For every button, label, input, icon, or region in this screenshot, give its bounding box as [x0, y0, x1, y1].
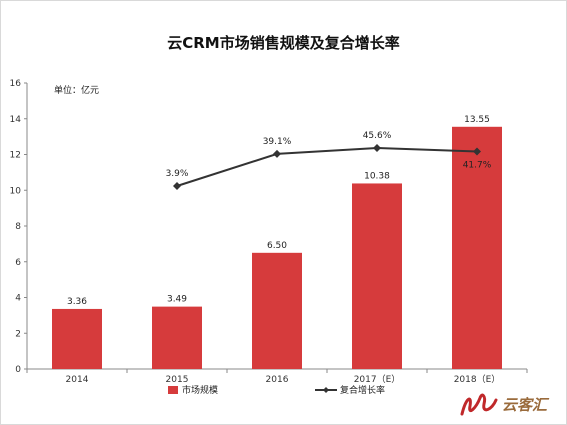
- bar: [352, 183, 402, 369]
- legend-label-bar: 市场规模: [182, 384, 218, 396]
- legend-swatch-marker: [323, 387, 329, 393]
- bar: [452, 126, 502, 369]
- x-tick-label: 2018（E）: [454, 374, 501, 385]
- growth-data-label: 45.6%: [363, 131, 392, 141]
- y-tick-label: 12: [10, 151, 21, 161]
- legend-label-line: 复合增长率: [340, 384, 385, 396]
- y-tick-label: 4: [15, 294, 21, 304]
- bar: [152, 306, 202, 369]
- growth-point: [173, 182, 181, 190]
- legend-swatch-bar: [168, 386, 178, 394]
- bar: [252, 252, 302, 369]
- bar-data-label: 6.50: [267, 241, 287, 251]
- x-tick-label: 2014: [66, 375, 89, 385]
- y-tick-label: 0: [15, 365, 21, 375]
- watermark-logo: 云客汇: [458, 388, 558, 420]
- unit-label: 单位：亿元: [54, 86, 100, 96]
- bar: [52, 308, 102, 369]
- x-tick-label: 2017（E）: [354, 374, 401, 385]
- growth-line: [176, 146, 478, 187]
- bar-data-label: 13.55: [464, 115, 490, 125]
- y-tick-label: 6: [15, 258, 21, 268]
- growth-data-label: 3.9%: [166, 169, 189, 179]
- growth-data-label: 41.7%: [463, 161, 492, 171]
- x-tick-label: 2015: [166, 375, 189, 385]
- bar-data-label: 3.49: [167, 295, 187, 305]
- watermark-text: 云客汇: [502, 396, 550, 414]
- y-tick-label: 16: [10, 79, 22, 89]
- x-tick-label: 2016: [266, 375, 289, 385]
- growth-point: [373, 144, 381, 152]
- bar-data-label: 10.38: [364, 171, 390, 181]
- y-tick-label: 10: [10, 186, 22, 196]
- growth-point: [473, 147, 481, 156]
- y-tick-label: 14: [10, 115, 22, 125]
- growth-point: [273, 149, 281, 158]
- bar-data-label: 3.36: [67, 297, 87, 307]
- chart-title: 云CRM市场销售规模及复合增长率: [167, 34, 400, 52]
- y-tick-label: 8: [15, 222, 21, 232]
- growth-data-label: 39.1%: [263, 137, 292, 147]
- y-tick-label: 2: [15, 329, 21, 339]
